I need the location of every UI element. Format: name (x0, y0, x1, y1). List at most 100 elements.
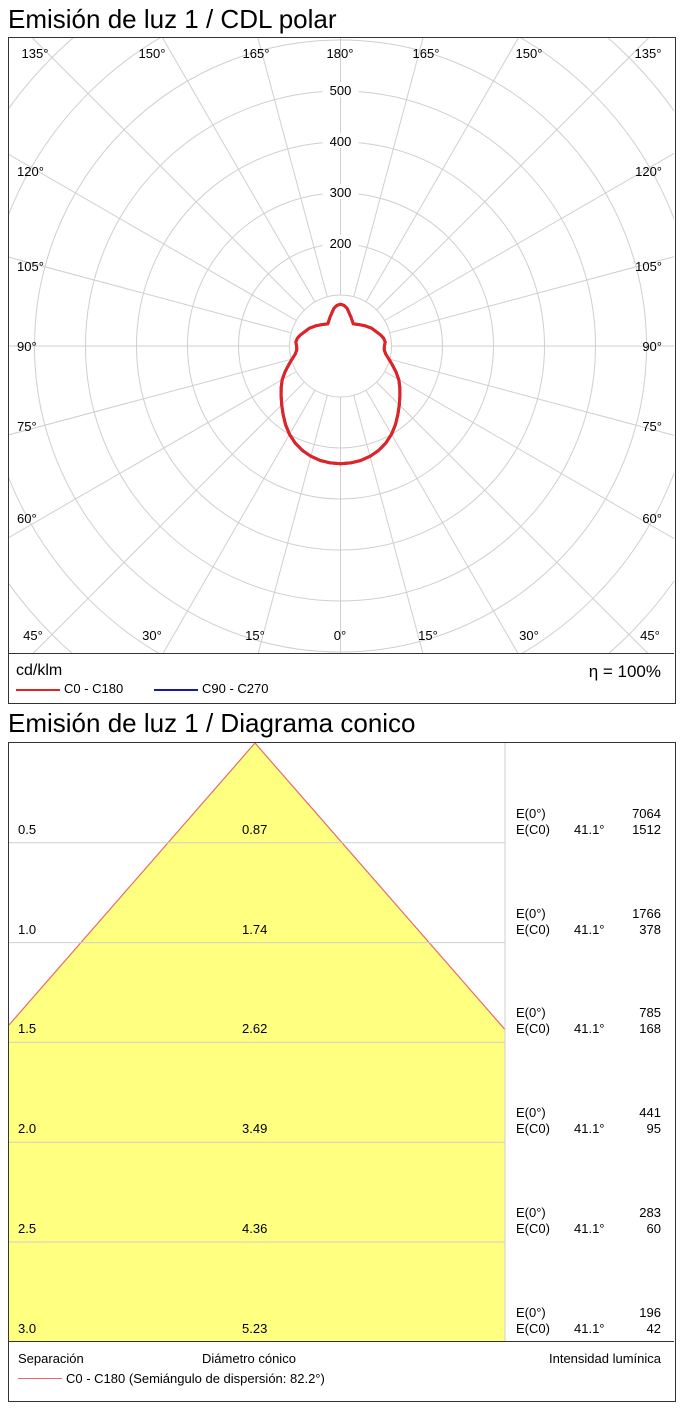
cone-edge-right (254, 743, 506, 1030)
row-ec0-value: 95 (646, 1121, 661, 1137)
row-ec0-value: 378 (639, 921, 661, 937)
radial-tick-label: 500 (330, 83, 352, 98)
legend-swatch-c0 (16, 689, 60, 691)
row-ec0-label: E(C0) (516, 1021, 550, 1037)
row-e0-label: E(0°) (516, 1304, 546, 1320)
radial-tick-label: 300 (330, 185, 352, 200)
angle-label-right: 90° (642, 339, 662, 354)
row-ec0-label: E(C0) (516, 1320, 550, 1336)
row-angle: 41.1° (574, 921, 605, 937)
row-cone-diameter: 0.87 (242, 821, 268, 837)
angle-label-left: 60° (17, 511, 37, 526)
angle-label-bottom: 30° (519, 628, 539, 643)
row-cone-diameter: 4.36 (242, 1221, 268, 1236)
polar-spoke (31, 38, 305, 311)
polar-spoke (353, 395, 424, 653)
polar-spoke (365, 389, 519, 653)
row-angle: 41.1° (574, 1221, 605, 1236)
angle-label-bottom: 30° (142, 628, 162, 643)
polar-frame: 200 300 400 500 135° 150° 165° 180° 165° 150° 135… (8, 37, 676, 704)
angle-label-top: 150° (139, 46, 166, 61)
angle-label-bottom: 45° (23, 628, 43, 643)
polar-spoke (257, 38, 328, 297)
row-angle: 41.1° (574, 1121, 605, 1137)
row-e0-value: 1766 (632, 905, 661, 921)
row-separation: 3.0 (18, 1320, 37, 1336)
angle-label-left: 120° (17, 164, 44, 179)
row-e0-value: 283 (639, 1205, 661, 1220)
row-e0-label: E(0°) (516, 1005, 546, 1021)
cone-edge-left (9, 743, 256, 1026)
row-ec0-label: E(C0) (516, 1221, 550, 1236)
polar-spoke (376, 38, 650, 311)
polar-title: Emisión de luz 1 / CDL polar (8, 4, 337, 34)
row-cone-diameter: 5.23 (242, 1320, 268, 1336)
row-e0-value: 785 (639, 1005, 661, 1021)
polar-spoke (32, 381, 305, 653)
polar-spoke (384, 152, 674, 321)
cone-title: Emisión de luz 1 / Diagrama conico (8, 708, 416, 738)
footer-intensity: Intensidad lumínica (548, 1351, 661, 1366)
row-e0-label: E(0°) (516, 905, 546, 921)
row-separation: 0.5 (18, 821, 37, 837)
efficiency-label: η = 100% (588, 662, 661, 681)
polar-spoke (162, 389, 316, 653)
footer-diameter: Diámetro cónico (202, 1351, 296, 1366)
angle-label-bottom: 45° (640, 628, 660, 643)
cone-frame: 0.5 0.87 E(0°) E(C0) 41.1° 7064 1512 1.0 1.74 E(0… (8, 742, 676, 1402)
angle-label-right: 75° (642, 419, 662, 434)
angle-label-top: 150° (516, 46, 543, 61)
angle-label-right: 120° (635, 164, 662, 179)
polar-spoke (376, 381, 649, 653)
polar-spoke (365, 38, 519, 303)
row-ec0-label: E(C0) (516, 1121, 550, 1137)
angle-label-top: 180° (327, 46, 354, 61)
angle-label-left: 90° (17, 339, 37, 354)
row-ec0-value: 168 (639, 1021, 661, 1037)
row-ec0-value: 1512 (632, 821, 661, 837)
angle-label-left: 75° (17, 419, 37, 434)
angle-label-top: 165° (413, 46, 440, 61)
legend-label-c0: C0 - C180 (64, 681, 124, 696)
angle-label-top: 165° (243, 46, 270, 61)
polar-curve-c0-c180 (279, 302, 402, 466)
cone-diagram (9, 743, 506, 1341)
row-separation: 1.0 (18, 921, 37, 937)
row-e0-label: E(0°) (516, 805, 546, 821)
polar-spoke (384, 371, 674, 540)
row-ec0-value: 60 (646, 1221, 661, 1236)
row-e0-label: E(0°) (516, 1105, 546, 1121)
angle-label-bottom: 15° (418, 628, 438, 643)
polar-spoke (162, 38, 316, 303)
row-angle: 41.1° (574, 1021, 605, 1037)
row-ec0-value: 42 (646, 1320, 661, 1336)
polar-spoke (257, 395, 328, 653)
polar-spoke (9, 358, 292, 436)
legend-label-c90: C90 - C270 (202, 681, 269, 696)
row-cone-diameter: 2.62 (242, 1021, 268, 1037)
polar-spoke (389, 358, 674, 436)
row-e0-label: E(0°) (516, 1205, 546, 1220)
row-separation: 1.5 (18, 1021, 37, 1037)
row-e0-value: 196 (639, 1304, 661, 1320)
angle-label-left: 105° (17, 259, 44, 274)
angle-label-bottom: 15° (245, 628, 265, 643)
polar-spoke (353, 38, 424, 297)
row-ec0-label: E(C0) (516, 821, 550, 837)
polar-ring (289, 294, 392, 398)
footer-separation: Separación (18, 1351, 84, 1366)
row-e0-value: 441 (639, 1105, 661, 1121)
polar-spoke (389, 256, 674, 334)
polar-spoke (9, 256, 292, 334)
row-separation: 2.5 (18, 1221, 37, 1236)
polar-spoke (9, 154, 297, 321)
angle-label-top: 135° (22, 46, 49, 61)
legend-swatch-c90 (154, 689, 198, 691)
cone-legend-swatch (18, 1378, 62, 1379)
angle-label-bottom: 0° (334, 628, 346, 643)
row-cone-diameter: 3.49 (242, 1121, 268, 1137)
angle-label-right: 105° (635, 259, 662, 274)
row-angle: 41.1° (574, 821, 605, 837)
row-separation: 2.0 (18, 1121, 37, 1137)
cone-legend-label: C0 - C180 (Semiángulo de dispersión: 82.… (66, 1371, 325, 1386)
